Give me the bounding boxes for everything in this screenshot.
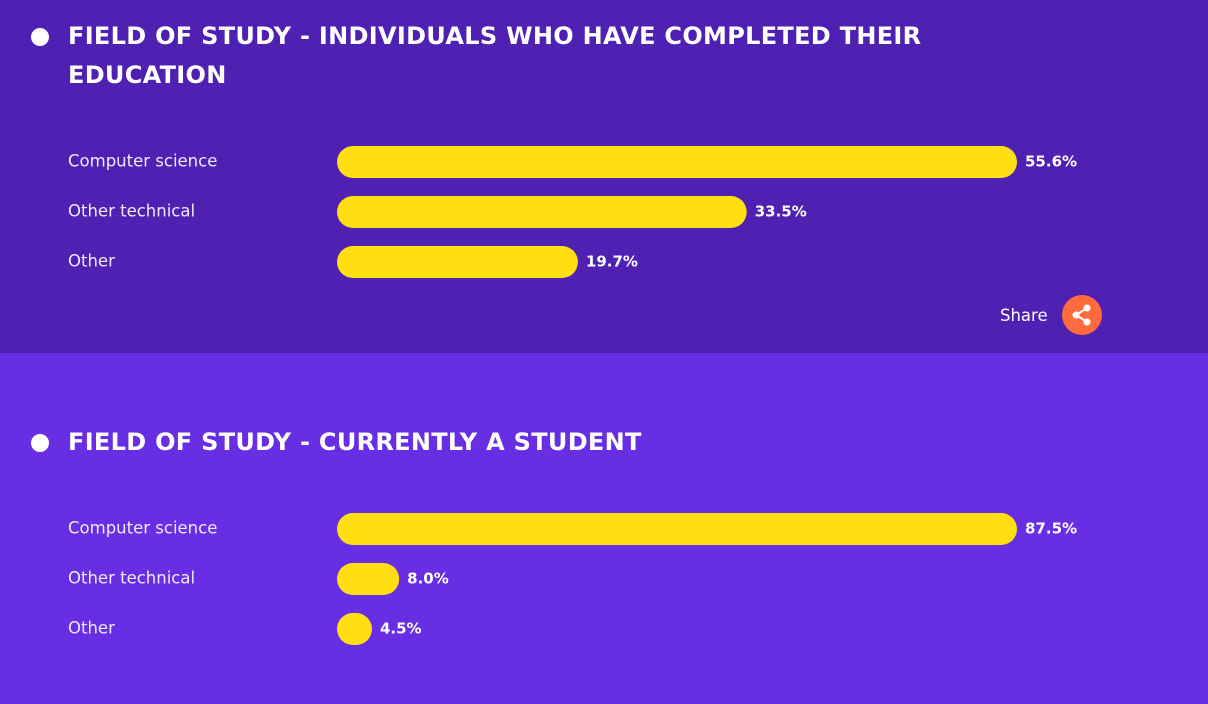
bar <box>337 246 578 278</box>
category-label: Computer science <box>68 519 217 538</box>
value-label: 4.5% <box>380 620 422 638</box>
value-label: 8.0% <box>407 570 449 588</box>
chart-title: FIELD OF STUDY - INDIVIDUALS WHO HAVE CO… <box>68 22 922 89</box>
category-label: Other <box>68 252 115 271</box>
share-icon[interactable] <box>1061 295 1102 335</box>
bar-chart: Computer science 87.5% Other technical 8.0%… <box>68 513 1077 645</box>
value-label: 19.7% <box>586 253 638 271</box>
bullet <box>31 28 49 46</box>
chart-title: FIELD OF STUDY - CURRENTLY A STUDENT <box>68 428 642 456</box>
category-label: Other technical <box>68 202 195 221</box>
bar <box>337 563 400 595</box>
value-label: 87.5% <box>1025 520 1077 538</box>
bar <box>337 613 372 645</box>
value-label: 55.6% <box>1025 153 1077 171</box>
share-button[interactable]: Share <box>1000 295 1102 335</box>
section: FIELD OF STUDY - CURRENTLY A STUDENT Com… <box>0 353 1208 704</box>
share-label: Share <box>1000 305 1048 325</box>
category-label: Other technical <box>68 569 195 588</box>
category-label: Other <box>68 619 115 638</box>
bar <box>337 196 747 228</box>
value-label: 33.5% <box>755 203 807 221</box>
section: FIELD OF STUDY - INDIVIDUALS WHO HAVE CO… <box>0 0 1208 353</box>
bar-chart: Computer science 55.6% Other technical 33.5… <box>68 146 1077 278</box>
bullet <box>31 434 49 452</box>
bar <box>337 513 1017 545</box>
category-label: Computer science <box>68 152 217 171</box>
bar <box>337 146 1017 178</box>
